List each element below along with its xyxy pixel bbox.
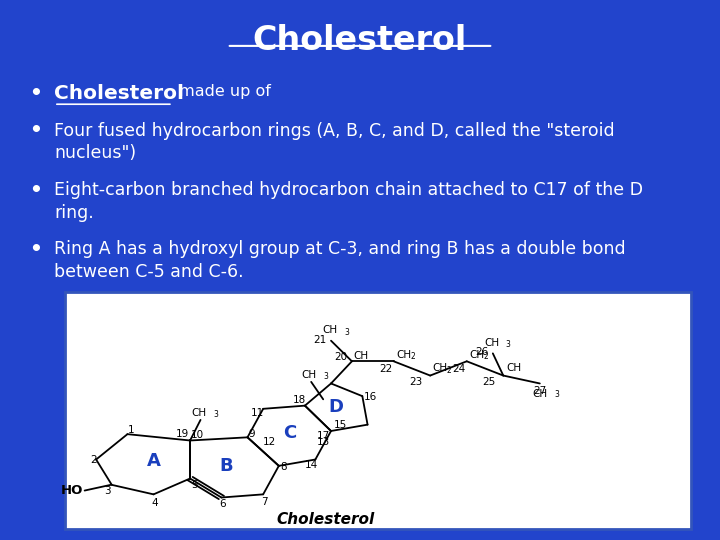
Text: 16: 16 <box>364 392 377 402</box>
Text: 13: 13 <box>316 437 330 447</box>
Text: Ring A has a hydroxyl group at C-3, and ring B has a double bond
between C-5 and: Ring A has a hydroxyl group at C-3, and … <box>54 240 626 281</box>
Text: Eight-carbon branched hydrocarbon chain attached to C17 of the D
ring.: Eight-carbon branched hydrocarbon chain … <box>54 181 643 222</box>
Text: 3: 3 <box>554 390 559 400</box>
Text: Four fused hydrocarbon rings (A, B, C, and D, called the "steroid
nucleus"): Four fused hydrocarbon rings (A, B, C, a… <box>54 122 615 163</box>
Text: C: C <box>283 423 296 442</box>
Text: 4: 4 <box>151 497 158 508</box>
Text: D: D <box>329 398 343 416</box>
Text: 2: 2 <box>410 352 415 361</box>
Text: •: • <box>29 84 42 103</box>
Text: 19: 19 <box>176 429 189 439</box>
Text: 9: 9 <box>248 429 255 439</box>
Text: •: • <box>29 122 42 140</box>
Text: CH: CH <box>532 389 547 399</box>
Text: 24: 24 <box>452 364 466 374</box>
Text: 14: 14 <box>305 460 318 469</box>
Text: 5: 5 <box>191 480 198 490</box>
Text: CH: CH <box>192 408 207 417</box>
Text: HO: HO <box>60 484 83 497</box>
Text: CH: CH <box>506 363 521 373</box>
Text: 22: 22 <box>379 364 392 374</box>
Text: CH: CH <box>353 350 368 361</box>
Text: CH: CH <box>433 363 448 373</box>
Text: 26: 26 <box>475 347 489 357</box>
Text: 20: 20 <box>335 352 348 362</box>
Text: 3: 3 <box>506 340 510 349</box>
Text: Cholesterol: Cholesterol <box>276 512 375 527</box>
Text: made up of: made up of <box>174 84 271 99</box>
Text: 3: 3 <box>104 487 111 496</box>
Text: 6: 6 <box>219 499 226 509</box>
Text: 11: 11 <box>251 408 264 418</box>
Text: CH: CH <box>396 350 411 360</box>
Text: 18: 18 <box>293 395 306 404</box>
Text: 15: 15 <box>333 420 347 430</box>
Text: CH: CH <box>323 325 338 335</box>
Text: 25: 25 <box>482 376 495 387</box>
Text: 8: 8 <box>280 462 287 472</box>
Text: 3: 3 <box>213 410 218 419</box>
Text: Cholesterol: Cholesterol <box>54 84 184 103</box>
Text: 17: 17 <box>317 431 330 441</box>
Text: 3: 3 <box>344 328 349 336</box>
Text: 21: 21 <box>314 335 327 345</box>
Text: B: B <box>220 457 233 475</box>
Text: 2: 2 <box>91 455 97 464</box>
Text: Cholesterol: Cholesterol <box>253 24 467 57</box>
Text: 27: 27 <box>534 386 546 396</box>
Text: A: A <box>147 452 161 470</box>
Text: 7: 7 <box>261 497 268 507</box>
Text: 1: 1 <box>128 425 135 435</box>
Text: CH: CH <box>469 350 485 360</box>
Text: •: • <box>29 181 42 200</box>
Text: •: • <box>29 240 42 259</box>
FancyBboxPatch shape <box>65 292 691 529</box>
Text: 12: 12 <box>263 437 276 447</box>
Text: 3: 3 <box>323 372 328 381</box>
Text: 2: 2 <box>447 366 451 375</box>
Text: 2: 2 <box>483 352 488 361</box>
Text: CH: CH <box>302 370 317 380</box>
Text: 23: 23 <box>409 376 423 387</box>
Text: 10: 10 <box>191 430 204 440</box>
Text: CH: CH <box>485 338 500 348</box>
